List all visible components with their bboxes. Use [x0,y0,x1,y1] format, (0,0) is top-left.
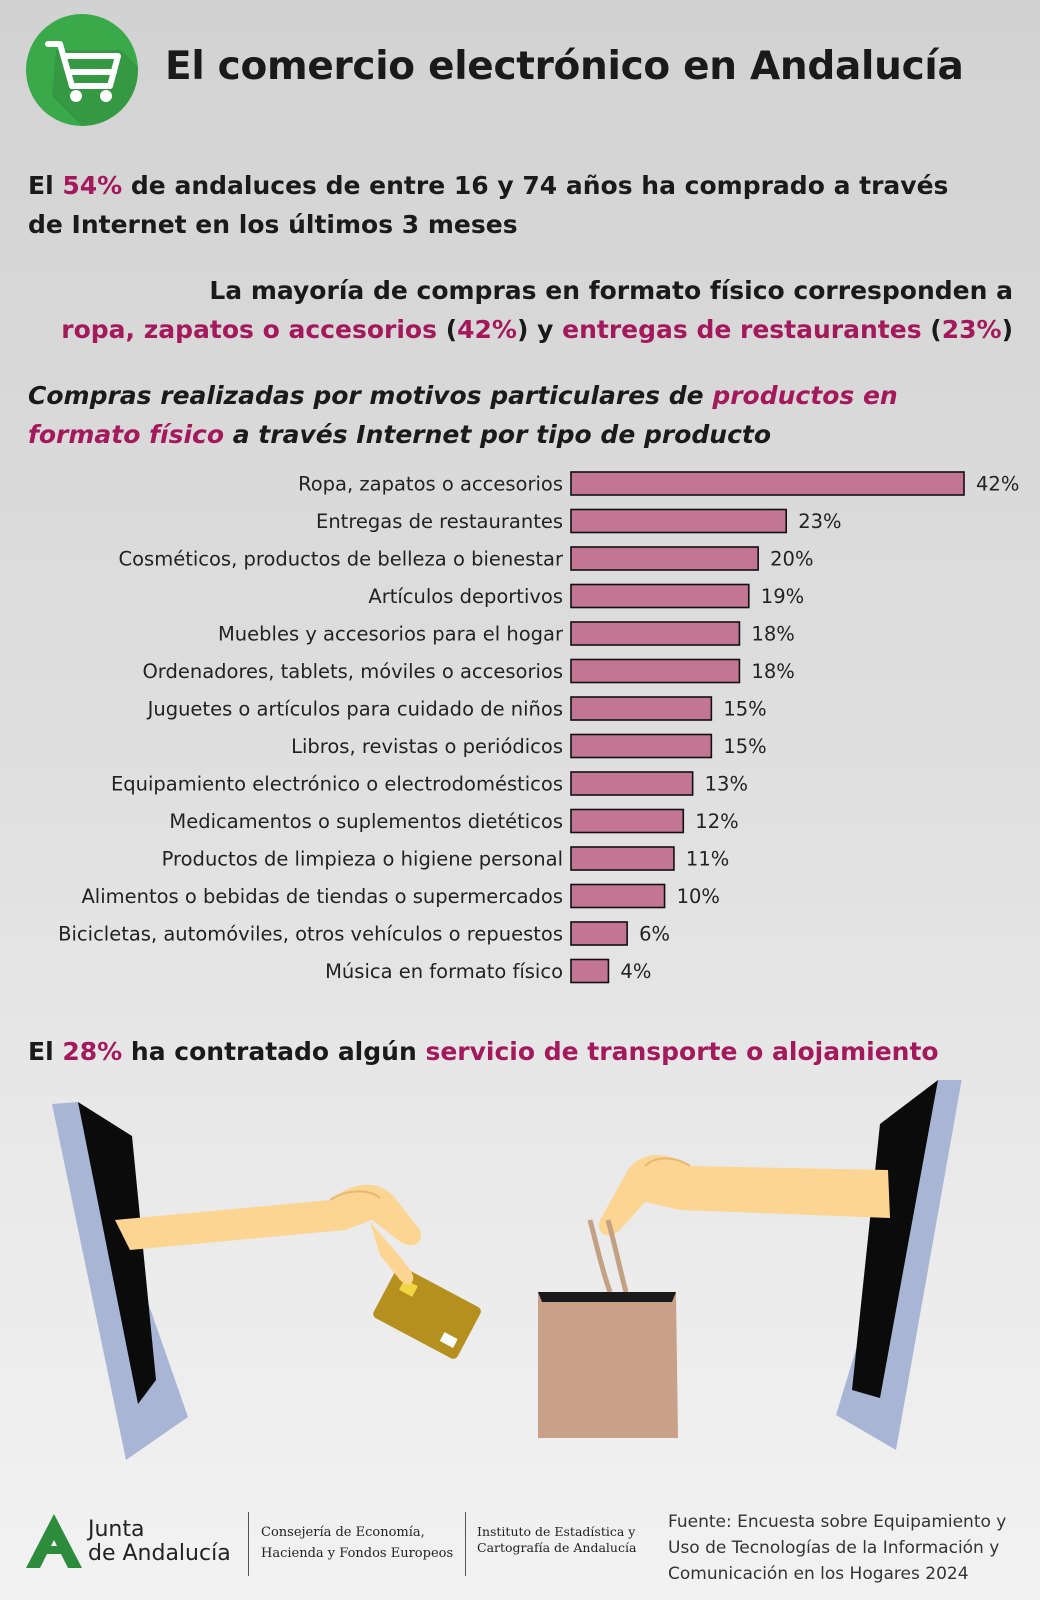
stat2-close2: ) [1001,315,1013,344]
bar-chart: Ropa, zapatos o accesorios 42% Entregas de… [58,471,1019,984]
stat1-pre: El [28,171,63,200]
value-label: 42% [976,473,1019,496]
ecommerce-illustration [52,1080,962,1460]
stat3-mid: ha contratado algún [122,1037,426,1066]
bar [570,508,788,534]
bar [570,621,741,646]
stat3-pre: El [28,1037,63,1066]
category-label: Entregas de restaurantes [316,510,563,533]
category-label: Ordenadores, tablets, móviles o accesori… [142,660,563,683]
cart-logo [26,14,138,126]
category-label: Alimentos o bebidas de tiendas o superme… [81,885,563,908]
value-label: 12% [695,810,738,833]
junta-line2: de Andalucía [88,1541,231,1566]
category-label: Muebles y accesorios para el hogar [218,623,564,646]
consejeria-text: Consejería de Economía, Hacienda y Fondo… [261,1522,453,1564]
category-label: Equipamiento electrónico o electrodomést… [111,773,563,796]
bar [570,921,628,946]
shopping-cart-icon [45,41,138,126]
bar [570,658,741,684]
category-label: Cosméticos, productos de belleza o biene… [119,548,564,571]
value-label: 10% [677,885,720,908]
bar [570,958,610,984]
source-note: Fuente: Encuesta sobre Equipamiento y Us… [668,1512,1007,1584]
stat-transport-service: El 28% ha contratado algún servicio de t… [28,1037,988,1066]
hand-with-shopping-bag-illustration [587,1155,890,1293]
category-label: Ropa, zapatos o accesorios [298,473,563,496]
chart-title-highlight: productos en formato físico [28,381,898,449]
value-label: 18% [751,660,794,683]
instituto-line2: Cartografía de Andalucía [477,1540,637,1555]
right-screen-illustration [836,1080,962,1450]
shopping-bag-illustration [538,1292,678,1438]
stat2-open1: ( [436,315,458,344]
instituto-text: Instituto de Estadística y Cartografía d… [477,1524,636,1556]
stat1-post: de andaluces de entre 16 y 74 años ha co… [28,171,949,239]
stat3-value: 28% [62,1037,123,1066]
chart-title: Compras realizadas por motivos particula… [28,376,1013,454]
category-label: Juguetes o artículos para cuidado de niñ… [146,698,563,721]
category-label: Medicamentos o suplementos dietéticos [169,810,563,833]
stat2-value1: 42% [457,315,517,344]
value-label: 6% [639,923,670,946]
category-label: Productos de limpieza o higiene personal [162,848,563,871]
chart-title-post: a través Internet por tipo de producto [224,420,772,449]
value-label: 13% [705,773,748,796]
bar [570,846,675,871]
stat-online-purchase: El 54% de andaluces de entre 16 y 74 año… [28,166,988,244]
stat2-item2: entregas de restaurantes [562,315,922,344]
value-label: 20% [770,548,813,571]
stat2-value2: 23% [941,315,1002,344]
stat2-item1: ropa, zapatos o accesorios [61,315,437,344]
left-screen-illustration [52,1102,188,1460]
bar [570,771,694,796]
category-label: Música en formato físico [325,960,563,983]
bar [570,733,713,759]
bar [570,808,685,834]
footer-divider [248,1512,249,1576]
instituto-line1: Instituto de Estadística y [477,1524,636,1539]
stat3-highlight: servicio de transporte o alojamiento [425,1037,939,1066]
stat2-close1: ) y [516,315,563,344]
page-title: El comercio electrónico en Andalucía [165,44,964,89]
value-label: 15% [723,698,766,721]
category-label: Artículos deportivos [368,585,563,608]
hand-with-credit-card-illustration [115,1184,481,1359]
value-label: 4% [620,960,651,983]
junta-logo-text: Junta de Andalucía [88,1518,231,1566]
consejeria-line1: Consejería de Economía, [261,1525,425,1540]
footer-divider [465,1512,466,1576]
chart-title-pre: Compras realizadas por motivos particula… [28,381,713,410]
bar [570,696,713,721]
value-label: 18% [751,623,794,646]
category-label: Bicicletas, automóviles, otros vehículos… [58,923,563,946]
stat1-value: 54% [62,171,123,200]
junta-line1: Junta [88,1517,145,1542]
consejeria-line2: Hacienda y Fondos Europeos [261,1546,454,1561]
value-label: 19% [761,585,804,608]
stat2-line1: La mayoría de compras en formato físico … [209,276,1013,305]
junta-logo-icon [26,1514,82,1568]
bar [570,883,666,909]
value-label: 15% [723,735,766,758]
stat-top-categories: La mayoría de compras en formato físico … [28,271,1013,349]
value-label: 23% [798,510,841,533]
bar [570,546,759,571]
bar [570,583,750,609]
category-label: Libros, revistas o periódicos [291,735,563,758]
stat2-open2: ( [921,315,942,344]
value-label: 11% [686,848,729,871]
bar [570,471,965,496]
